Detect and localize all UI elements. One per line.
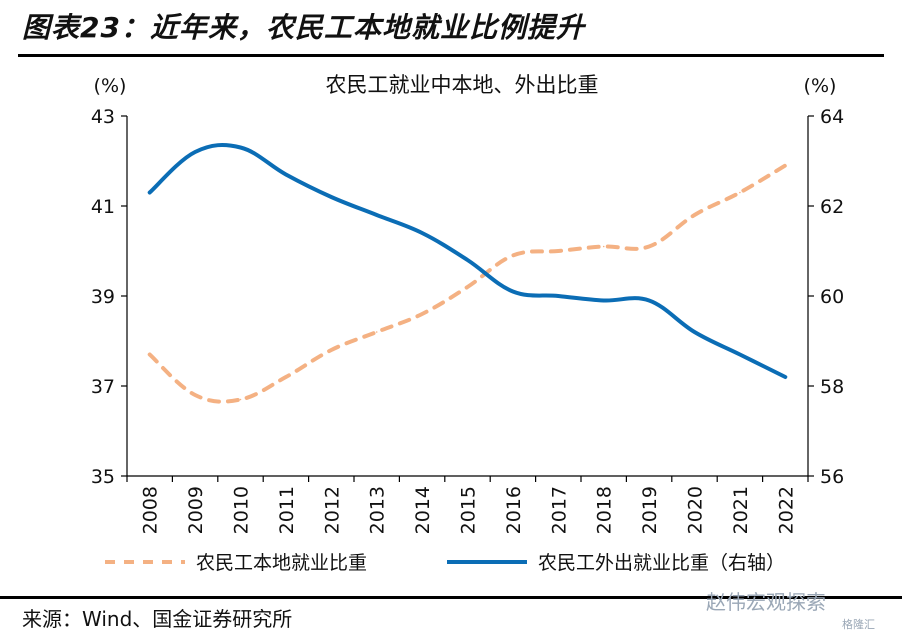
left-tick-label: 37 xyxy=(91,376,115,398)
local-data-point xyxy=(512,254,514,257)
x-tick-label: 2010 xyxy=(231,486,253,534)
local-data-point xyxy=(602,245,605,248)
axes-group: 43 41 39 37 35 64 62 60 58 56 2008 2009 2010 2011 2012… xyxy=(91,106,844,534)
x-tick-label: 2011 xyxy=(276,486,298,534)
local-data-point xyxy=(194,394,196,396)
outbound-data-point xyxy=(602,299,605,302)
series-group xyxy=(147,143,788,404)
local-data-point xyxy=(285,376,287,378)
x-tick-label: 2019 xyxy=(639,486,661,534)
local-data-point xyxy=(648,245,650,248)
outbound-data-point xyxy=(648,299,650,302)
right-tick-label: 56 xyxy=(820,466,844,488)
local-data-point xyxy=(693,214,696,216)
title-rule xyxy=(18,54,884,57)
x-tick-label: 2020 xyxy=(685,486,707,534)
watermark-sub: 格隆汇 xyxy=(842,618,875,631)
footer-rule xyxy=(0,596,902,599)
x-tick-label: 2016 xyxy=(503,486,525,534)
local-data-point xyxy=(239,398,242,401)
legend-label: 农民工本地就业比重 xyxy=(196,552,367,574)
outbound-data-point xyxy=(375,214,378,216)
legend-label: 农民工外出就业比重（右轴） xyxy=(538,552,785,574)
local-data-point xyxy=(375,331,378,333)
right-tick-label: 62 xyxy=(820,196,844,218)
local-data-point xyxy=(739,191,741,194)
left-tick-label: 41 xyxy=(91,196,115,218)
local-data-point xyxy=(466,286,469,288)
left-axis-unit: (%) xyxy=(94,75,127,97)
x-tick-label: 2017 xyxy=(548,486,570,534)
chart-title: 农民工就业中本地、外出比重 xyxy=(326,73,599,97)
right-tick-label: 64 xyxy=(820,106,844,128)
line-chart: 农民工就业中本地、外出比重 (%) (%) 43 41 39 37 35 64 62 60 58… xyxy=(91,73,844,574)
outbound-data-point xyxy=(285,173,287,176)
series-outbound-line xyxy=(147,143,788,379)
outbound-data-point xyxy=(330,196,333,198)
series-local-line xyxy=(147,163,788,404)
local-data-point xyxy=(784,164,787,167)
x-tick-label: 2021 xyxy=(730,486,752,534)
outbound-data-point xyxy=(557,295,560,297)
x-tick-label: 2015 xyxy=(458,486,480,534)
outbound-data-point xyxy=(784,376,787,378)
x-tick-label: 2008 xyxy=(140,486,162,534)
figure-title: 图表23：近年来，农民工本地就业比例提升 xyxy=(22,11,585,44)
outbound-data-point xyxy=(148,191,151,194)
outbound-data-point xyxy=(421,232,423,234)
local-data-point xyxy=(557,250,560,252)
x-tick-label: 2012 xyxy=(321,486,343,534)
x-tick-label: 2014 xyxy=(412,486,434,534)
source-note: 来源：Wind、国金证券研究所 xyxy=(22,607,293,631)
left-tick-label: 39 xyxy=(91,286,115,308)
right-axis-unit: (%) xyxy=(804,75,837,97)
local-data-point xyxy=(148,353,151,356)
x-tick-label: 2013 xyxy=(367,486,389,534)
watermark: 赵伟宏观探索 xyxy=(706,590,826,614)
x-tick-label: 2018 xyxy=(594,486,616,534)
outbound-data-point xyxy=(512,290,514,293)
right-tick-label: 58 xyxy=(820,376,844,398)
outbound-data-point xyxy=(239,146,242,149)
x-tick-label: 2009 xyxy=(185,486,207,534)
outbound-data-point xyxy=(739,353,741,356)
left-tick-label: 43 xyxy=(91,106,115,128)
outbound-data-point xyxy=(194,151,196,153)
left-tick-label: 35 xyxy=(91,466,115,488)
outbound-data-point xyxy=(693,331,696,333)
local-data-point xyxy=(330,349,333,351)
x-tick-label: 2022 xyxy=(775,486,797,534)
local-data-point xyxy=(421,313,423,315)
legend: 农民工本地就业比重 农民工外出就业比重（右轴） xyxy=(105,552,785,574)
outbound-data-point xyxy=(466,259,469,261)
right-tick-label: 60 xyxy=(820,286,844,308)
